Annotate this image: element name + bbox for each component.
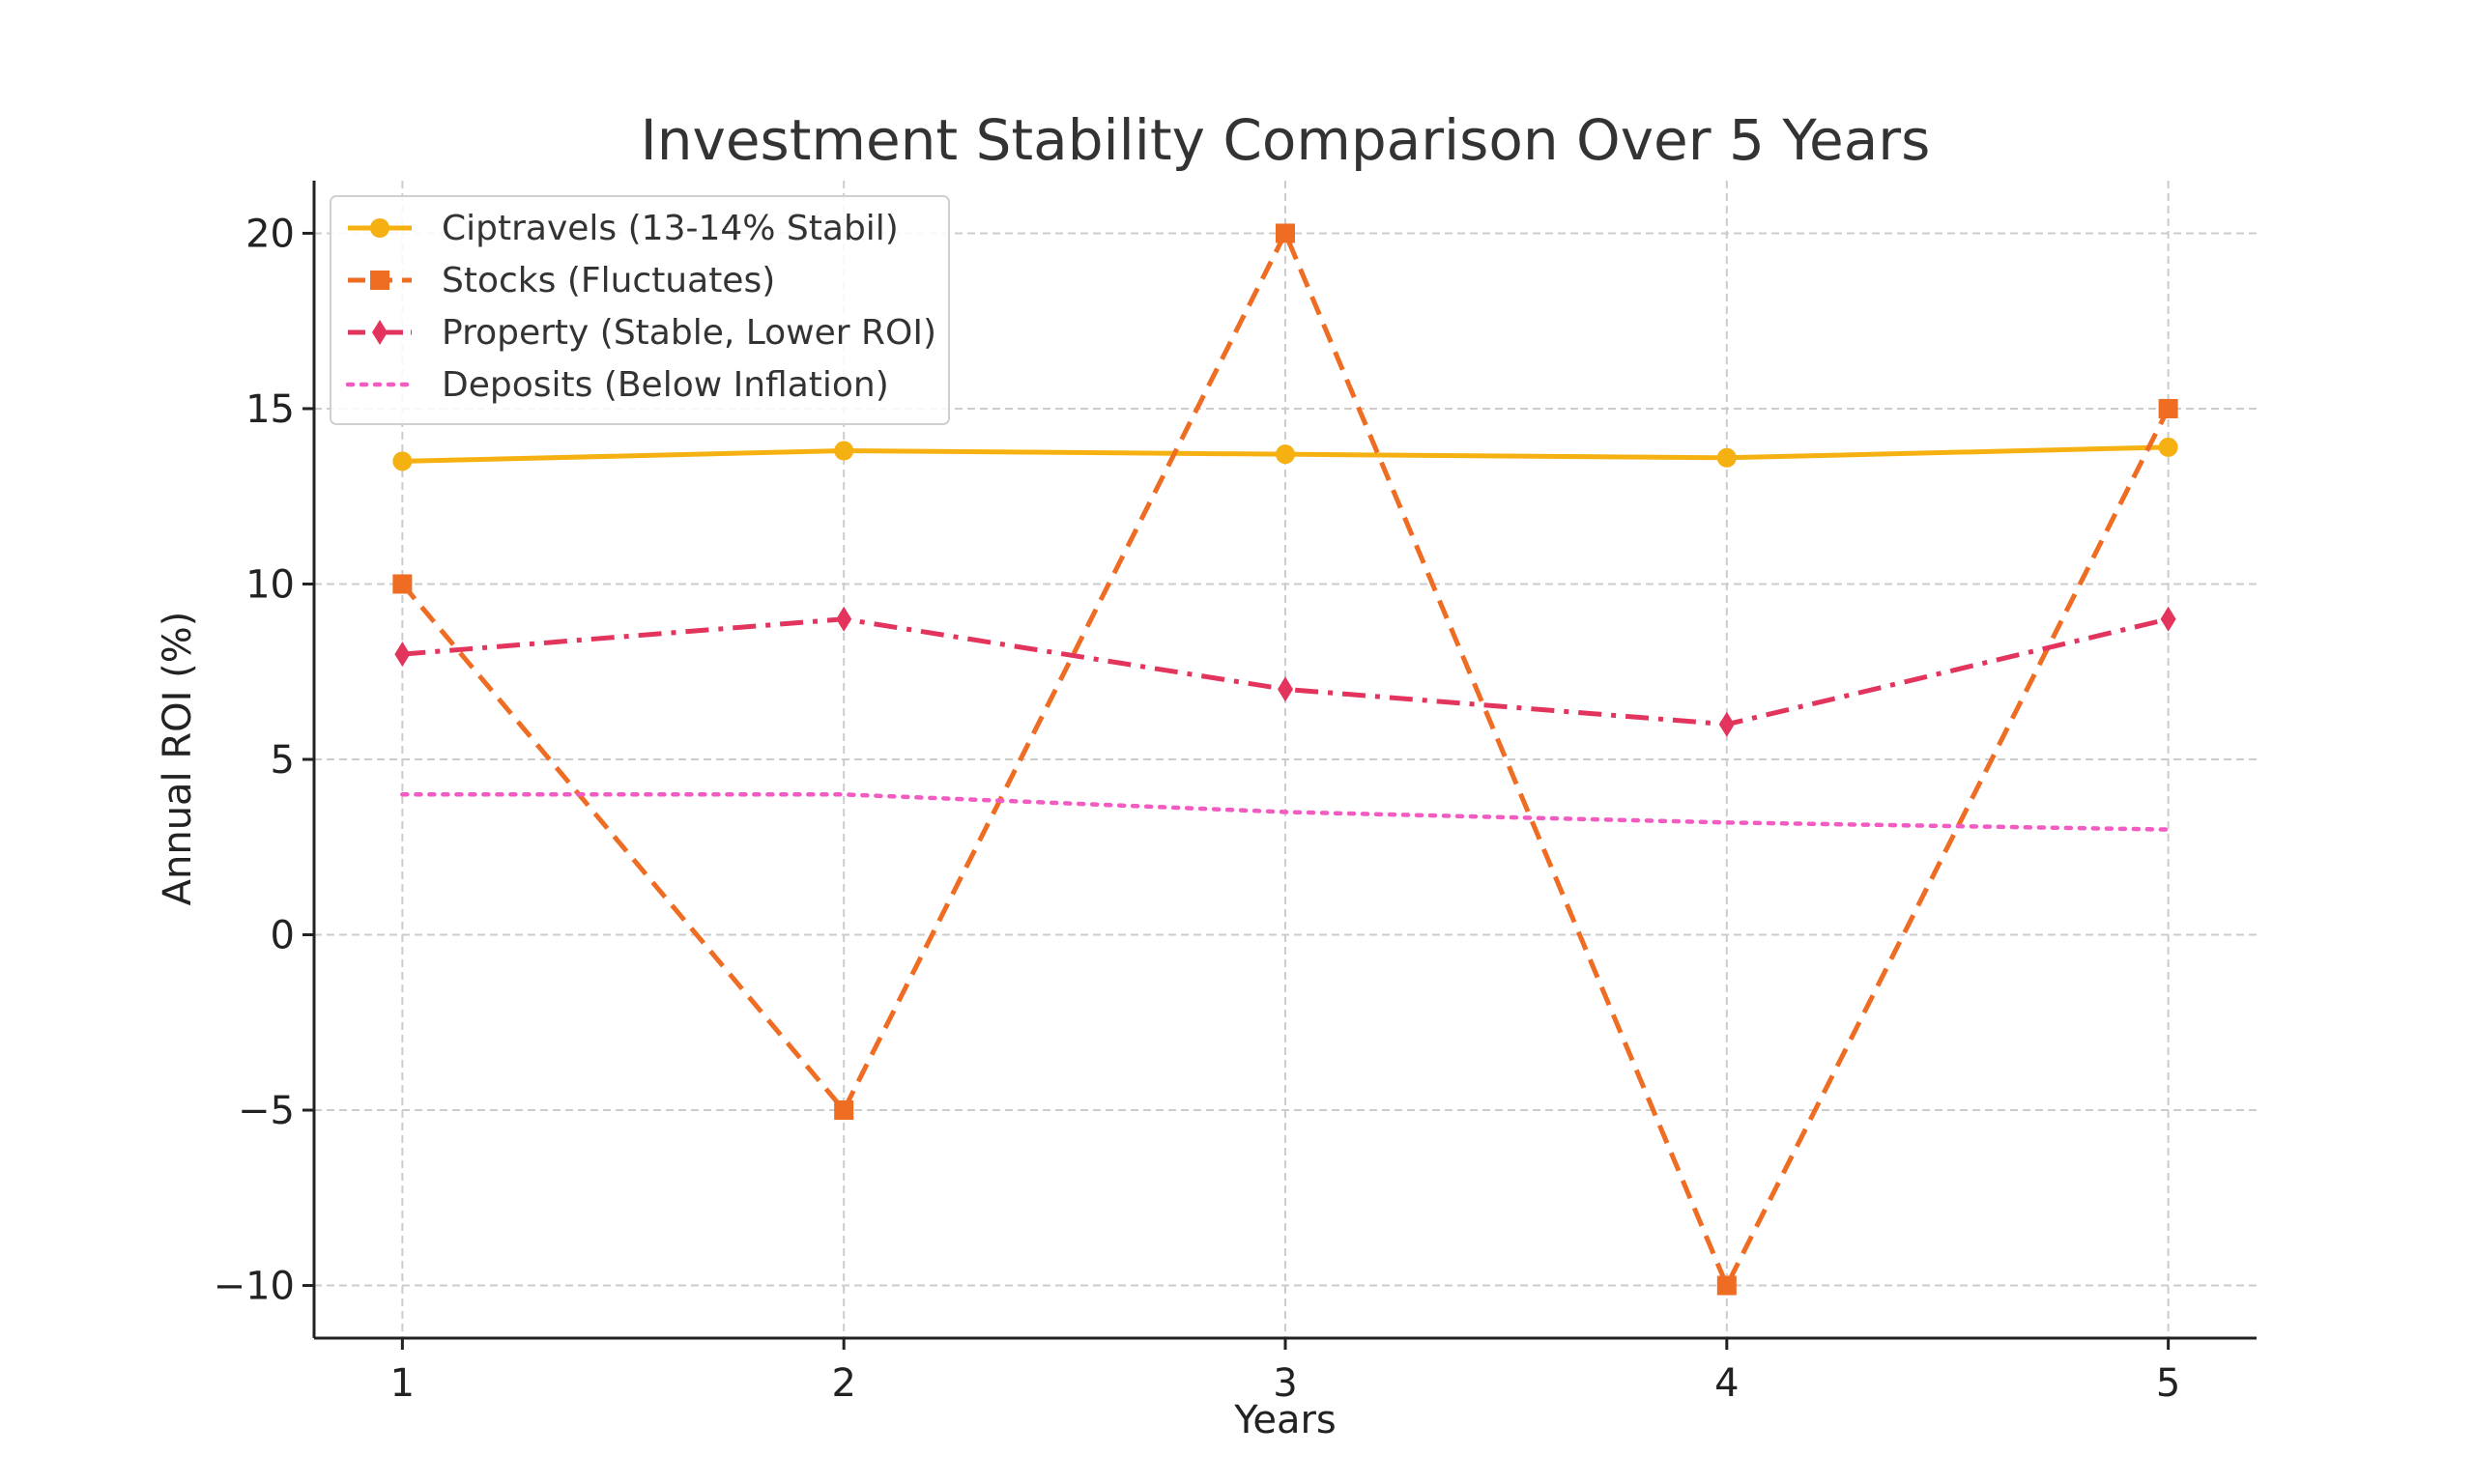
data-point <box>1278 676 1293 702</box>
data-point <box>834 441 854 461</box>
legend-item: Deposits (Below Inflation) <box>345 365 889 405</box>
data-point <box>1716 447 1737 468</box>
x-tick-label: 5 <box>2156 1361 2180 1406</box>
x-tick-label: 2 <box>831 1361 855 1406</box>
x-tick-label: 3 <box>1273 1361 1297 1406</box>
y-tick-label: 5 <box>271 738 295 783</box>
series-group <box>394 606 2176 737</box>
y-tick-label: 0 <box>271 914 295 958</box>
legend-label: Stocks (Fluctuates) <box>442 261 775 300</box>
legend-label: Property (Stable, Lower ROI) <box>442 313 936 353</box>
y-tick-label: 15 <box>245 387 295 432</box>
legend-marker <box>370 218 389 238</box>
legend-label: Deposits (Below Inflation) <box>442 365 889 405</box>
axes: −10 −5 0 5 10 15 20 1 2 3 4 5 <box>214 181 2257 1406</box>
x-axis-label: Years <box>1233 1398 1337 1442</box>
y-tick-label: −10 <box>214 1265 295 1309</box>
data-point <box>2158 437 2178 457</box>
legend: Ciptravels (13-14% Stabil) Stocks (Fluctu… <box>330 195 950 425</box>
legend-item: Property (Stable, Lower ROI) <box>348 313 936 353</box>
legend-item: Stocks (Fluctuates) <box>348 261 775 300</box>
y-tick-label: −5 <box>238 1089 295 1133</box>
chart-title: Investment Stability Comparison Over 5 Y… <box>641 107 1931 173</box>
data-point <box>834 1100 854 1121</box>
series-group <box>392 437 2178 471</box>
data-point <box>836 606 852 632</box>
data-point <box>1276 223 1295 243</box>
legend-item: Ciptravels (13-14% Stabil) <box>348 209 899 248</box>
x-tick-label: 1 <box>390 1361 415 1406</box>
y-tick-label: 20 <box>245 212 295 256</box>
legend-marker <box>370 271 389 290</box>
series-layer <box>392 223 2178 1296</box>
x-tick-label: 4 <box>1714 1361 1739 1406</box>
series-line <box>400 792 2171 832</box>
legend-label: Ciptravels (13-14% Stabil) <box>442 209 899 248</box>
data-point <box>1276 444 1295 465</box>
y-tick-label: 10 <box>245 562 295 607</box>
y-axis-label: Annual ROI (%) <box>156 612 200 906</box>
data-point <box>1718 711 1735 737</box>
legend-box <box>330 195 950 425</box>
data-point <box>394 642 411 668</box>
data-point <box>2160 606 2176 632</box>
series-group <box>392 223 2178 1296</box>
data-point <box>392 451 413 471</box>
data-point <box>1716 1275 1737 1296</box>
data-point <box>2158 398 2178 418</box>
series-group <box>400 792 2171 832</box>
series-line <box>400 230 2171 1289</box>
legend-marker <box>372 320 388 345</box>
data-point <box>392 574 413 594</box>
